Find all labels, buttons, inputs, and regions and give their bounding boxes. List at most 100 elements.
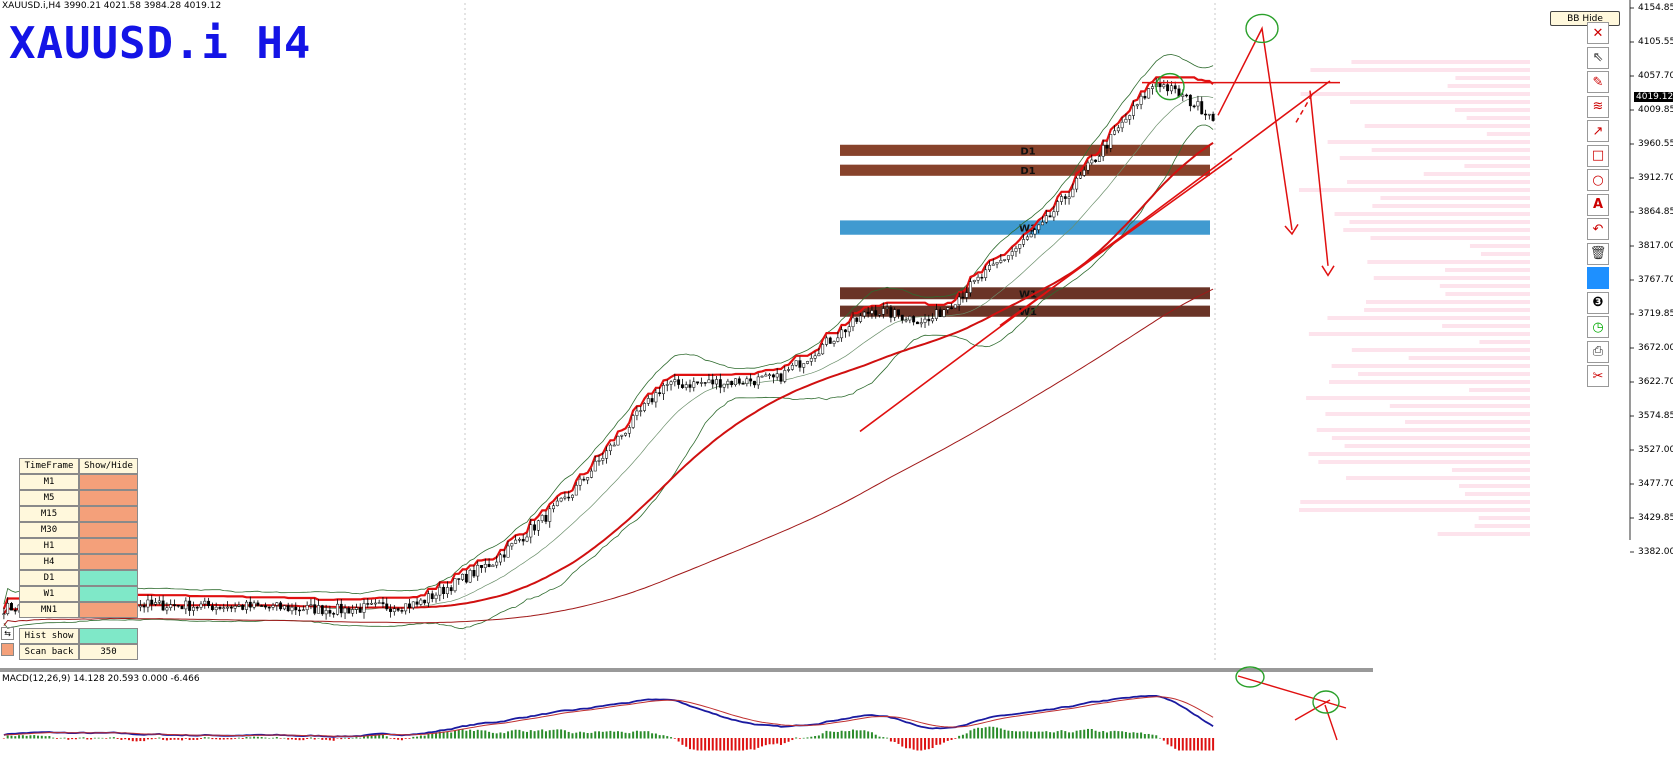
tf-toggle[interactable]: [79, 602, 138, 618]
color-swatch-icon[interactable]: [1587, 267, 1609, 289]
candle-body: [1192, 105, 1196, 108]
bb-hide-button[interactable]: BB Hide: [1550, 11, 1620, 26]
rectangle-icon[interactable]: □: [1587, 144, 1609, 167]
macd-histogram-bar: [1185, 738, 1188, 751]
text-icon[interactable]: A: [1587, 193, 1609, 216]
macd-histogram-bar: [393, 738, 396, 740]
candle-body: [756, 376, 760, 386]
candle-body: [138, 605, 142, 608]
price-tick-label: 3622.70: [1638, 377, 1673, 387]
line-width-icon[interactable]: ❸: [1587, 291, 1609, 314]
candle-body: [764, 374, 768, 377]
tf-toggle[interactable]: [79, 506, 138, 522]
candle-body: [790, 365, 794, 370]
close-icon[interactable]: ✕: [1587, 22, 1609, 44]
scan-back-input[interactable]: 350: [79, 644, 138, 660]
macd-histogram-bar: [105, 738, 108, 739]
macd-histogram-bar: [814, 736, 817, 739]
candle-body: [210, 605, 214, 611]
macd-histogram-bar: [419, 735, 422, 739]
macd-histogram-bar: [700, 738, 703, 751]
candle-body: [870, 310, 874, 314]
candle-body: [529, 524, 533, 538]
tf-toggle[interactable]: [79, 586, 138, 602]
macd-histogram-bar: [1162, 738, 1165, 741]
candle-body: [1120, 121, 1124, 129]
macd-divergence-line: [1324, 704, 1338, 741]
fibonacci-icon[interactable]: ≋: [1587, 95, 1609, 118]
macd-histogram-bar: [973, 728, 976, 739]
macd-histogram-bar: [586, 733, 589, 739]
candle-body: [453, 578, 457, 592]
tf-toggle[interactable]: [79, 538, 138, 554]
macd-histogram-bar: [124, 738, 127, 740]
screenshot-icon[interactable]: ⎙: [1587, 340, 1609, 363]
tf-toggle[interactable]: [79, 570, 138, 586]
hist-show-toggle[interactable]: [79, 628, 138, 644]
candle-body: [635, 410, 639, 416]
tf-row: H4: [19, 554, 138, 570]
circle-icon[interactable]: ○: [1587, 169, 1609, 191]
macd-histogram-bar: [1166, 738, 1169, 745]
tf-toggle[interactable]: [79, 554, 138, 570]
volume-profile-bar: [1455, 76, 1530, 80]
macd-histogram-bar: [241, 738, 244, 739]
tf-toggle[interactable]: [79, 522, 138, 538]
macd-histogram-bar: [874, 734, 877, 739]
macd-histogram-bar: [48, 736, 51, 739]
cursor-icon[interactable]: ⇖: [1587, 46, 1609, 69]
arrow-icon[interactable]: ↗: [1587, 120, 1609, 142]
macd-histogram-bar: [1136, 732, 1139, 739]
scissors-icon[interactable]: ✂: [1587, 365, 1609, 387]
macd-histogram-bar: [14, 736, 17, 739]
candle-body: [699, 382, 703, 384]
candle-body: [915, 321, 919, 325]
candle-body: [802, 363, 806, 368]
tf-toggle[interactable]: [79, 474, 138, 490]
macd-histogram-bar: [480, 730, 483, 739]
candle-body: [142, 605, 146, 608]
color-icon[interactable]: [1, 643, 14, 656]
macd-histogram-bar: [82, 737, 85, 739]
pencil-icon[interactable]: ✎: [1587, 71, 1609, 93]
candle-body: [752, 380, 756, 386]
candle-body: [1029, 233, 1033, 238]
candle-body: [1044, 215, 1048, 223]
candle-body: [423, 599, 427, 604]
macd-histogram-bar: [169, 738, 172, 740]
trend-line: [999, 157, 1233, 327]
candle-body: [889, 307, 893, 318]
candle-body: [214, 606, 218, 611]
macd-histogram-bar: [200, 738, 203, 739]
candle-body: [282, 605, 286, 610]
candle-body: [525, 536, 529, 542]
candle-body: [377, 602, 381, 604]
candle-body: [226, 606, 229, 609]
candle-body: [1132, 105, 1135, 116]
volume-profile-bar: [1327, 316, 1530, 320]
drawing-toolbar: ✕ ⇖ ✎ ≋ ↗ □ ○ A ↶ 🗑 ❸ ◷ ⎙ ✂: [1587, 22, 1609, 390]
macd-histogram-bar: [196, 738, 199, 740]
settings-icon[interactable]: ⇆: [1, 627, 14, 640]
undo-icon[interactable]: ↶: [1587, 218, 1609, 240]
macd-histogram-bar: [635, 730, 638, 739]
candle-body: [419, 599, 423, 605]
candle-body: [900, 314, 904, 321]
macd-histogram-bar: [203, 737, 206, 739]
volume-profile-bar: [1364, 308, 1530, 312]
price-tick-label: 3527.00: [1638, 445, 1673, 455]
trash-icon[interactable]: 🗑: [1587, 242, 1609, 265]
tf-label: H4: [19, 554, 79, 570]
macd-histogram-bar: [920, 738, 923, 751]
macd-histogram-bar: [287, 738, 290, 740]
macd-histogram-bar: [514, 729, 517, 739]
candle-body: [317, 605, 320, 614]
tf-toggle[interactable]: [79, 490, 138, 506]
candle-body: [946, 307, 950, 311]
candle-body: [643, 403, 646, 411]
candle-body: [1006, 255, 1010, 260]
candle-body: [601, 458, 605, 461]
clock-icon[interactable]: ◷: [1587, 316, 1609, 338]
